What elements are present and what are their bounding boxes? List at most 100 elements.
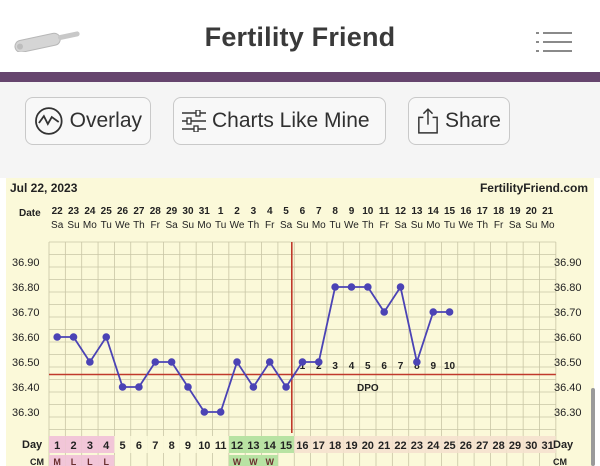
date-tick: 25 — [101, 206, 113, 217]
temperature-point — [184, 383, 192, 391]
day-row-label-right: Day — [553, 439, 574, 451]
weekday-tick: Mo — [83, 220, 97, 231]
temperature-point — [380, 308, 388, 316]
hamburger-menu-icon[interactable] — [536, 30, 572, 54]
cycle-day-cell — [98, 436, 115, 453]
cycle-day-tick: 24 — [427, 440, 440, 452]
chart-brand: FertilityFriend.com — [479, 181, 588, 195]
weekday-tick: Th — [362, 220, 374, 231]
cycle-day-tick: 18 — [329, 440, 341, 452]
temperature-point — [429, 308, 438, 316]
dpo-number: 7 — [398, 361, 404, 372]
temperature-point — [151, 358, 160, 366]
y-tick-right: 36.50 — [554, 357, 582, 369]
temperature-point — [364, 283, 372, 291]
scrollbar-thumb[interactable] — [591, 388, 595, 466]
y-tick-left: 36.60 — [12, 332, 40, 344]
cycle-day-cell — [212, 436, 229, 453]
y-tick-right: 36.80 — [554, 282, 582, 294]
cm-value: L — [103, 457, 109, 466]
cycle-day-cell — [179, 436, 197, 453]
cycle-day-cell — [196, 436, 213, 453]
date-tick: 31 — [199, 206, 211, 217]
day-row-label: Day — [22, 439, 43, 451]
cycle-day-tick: 1 — [54, 440, 60, 452]
chart-date: Jul 22, 2023 — [10, 181, 78, 195]
cycle-day-cell — [474, 436, 491, 453]
weekday-tick: Tu — [329, 220, 340, 231]
temperature-point — [249, 383, 258, 391]
weekday-tick: Th — [248, 220, 260, 231]
cycle-day-tick: 6 — [136, 440, 142, 452]
temperature-point — [53, 333, 61, 341]
weekday-tick: Mo — [426, 220, 440, 231]
temperature-point — [445, 308, 454, 316]
weekday-tick: Sa — [280, 220, 293, 231]
date-tick: 29 — [166, 206, 178, 217]
cycle-day-tick: 15 — [280, 440, 292, 452]
temperature-point — [102, 333, 111, 341]
cycle-day-cell — [392, 436, 409, 453]
weekday-tick: Mo — [541, 220, 555, 231]
date-tick: 14 — [428, 206, 440, 217]
date-tick: 24 — [84, 206, 96, 217]
cycle-day-tick: 28 — [493, 440, 505, 452]
cycle-day-cell — [114, 436, 131, 453]
y-tick-left: 36.70 — [12, 307, 40, 319]
weekday-tick: Fr — [379, 220, 389, 231]
y-tick-right: 36.40 — [554, 382, 582, 394]
weekday-tick: Tu — [101, 220, 112, 231]
date-tick: 21 — [542, 206, 554, 217]
temperature-point — [216, 408, 225, 416]
cycle-day-cell — [228, 436, 246, 453]
charts-like-mine-label: Charts Like Mine — [212, 109, 370, 132]
cycle-day-tick: 19 — [345, 440, 357, 452]
weekday-tick: Fr — [494, 220, 504, 231]
weekday-tick: Fr — [151, 220, 161, 231]
cycle-day-cell — [261, 436, 278, 453]
cycle-day-tick: 21 — [378, 440, 390, 452]
temperature-point — [135, 383, 143, 391]
weekday-tick: Mo — [312, 220, 326, 231]
dpo-number: 2 — [316, 361, 322, 372]
overlay-icon — [35, 107, 63, 135]
cycle-day-tick: 23 — [411, 440, 423, 452]
temperature-point — [86, 358, 94, 366]
cm-value: L — [87, 457, 93, 466]
cycle-day-tick: 17 — [313, 440, 325, 452]
share-button[interactable]: Share — [408, 97, 510, 145]
chart-background — [6, 178, 594, 466]
weekday-tick: Mo — [197, 220, 211, 231]
cycle-day-tick: 30 — [525, 440, 537, 452]
cm-value: L — [71, 457, 77, 466]
weekday-tick: Th — [133, 220, 145, 231]
cycle-day-tick: 16 — [296, 440, 308, 452]
temperature-point — [331, 283, 339, 291]
date-tick: 16 — [460, 206, 472, 217]
sliders-icon — [182, 110, 206, 132]
charts-like-mine-button[interactable]: Charts Like Mine — [173, 97, 386, 145]
weekday-tick: Sa — [166, 220, 179, 231]
cycle-day-cell — [523, 436, 540, 453]
weekday-tick: Su — [411, 220, 423, 231]
temperature-point — [314, 358, 323, 366]
cycle-day-cell — [490, 436, 507, 453]
cm-value: W — [249, 457, 258, 466]
date-row-label: Date — [19, 208, 41, 219]
app-header: Fertility Friend — [0, 0, 600, 72]
cycle-day-tick: 13 — [247, 440, 259, 452]
temperature-point — [265, 358, 274, 366]
cycle-day-cell — [147, 436, 164, 453]
weekday-tick: Tu — [215, 220, 226, 231]
cycle-day-tick: 20 — [362, 440, 374, 452]
y-tick-left: 36.80 — [12, 282, 40, 294]
cycle-day-tick: 9 — [185, 440, 191, 452]
overlay-button[interactable]: Overlay — [25, 97, 151, 145]
date-tick: 26 — [117, 206, 129, 217]
weekday-tick: Tu — [444, 220, 455, 231]
temperature-point — [396, 283, 405, 291]
cycle-day-cell — [310, 436, 327, 453]
cm-row-label-right: CM — [553, 457, 567, 466]
cycle-day-cell — [408, 436, 426, 453]
y-tick-left: 36.40 — [12, 382, 40, 394]
